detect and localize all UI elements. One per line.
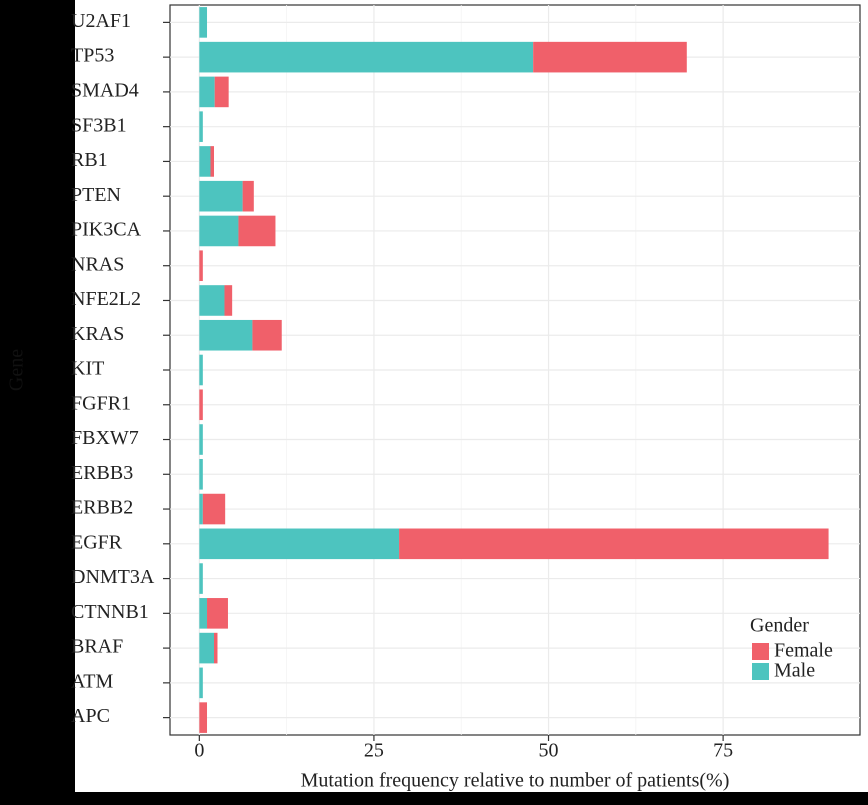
bar-segment (224, 285, 233, 316)
y-tick-label: NRAS (71, 253, 124, 275)
y-tick-label: ERBB3 (71, 462, 133, 484)
y-tick-label: TP53 (71, 45, 114, 67)
bar-segment (199, 389, 203, 421)
legend-title: Gender (750, 615, 809, 637)
bar-segment (199, 667, 203, 699)
bar-segment (199, 285, 225, 316)
y-tick-label: SF3B1 (71, 114, 127, 136)
y-tick-label: DNMT3A (71, 566, 155, 588)
legend-key (752, 663, 769, 680)
bar-segment (199, 76, 215, 108)
y-tick-label: U2AF1 (71, 10, 131, 32)
x-tick-label: 25 (364, 740, 384, 762)
left-strip (0, 0, 75, 805)
y-axis-title: Gene (6, 349, 28, 391)
x-tick-label: 75 (713, 740, 733, 762)
legend-label: Female (774, 640, 833, 662)
y-tick-label: SMAD4 (71, 79, 139, 101)
bar-segment (199, 7, 208, 38)
bar-segment (199, 215, 239, 247)
y-tick-label: PTEN (71, 184, 121, 206)
x-tick-label: 50 (539, 740, 559, 762)
bar-segment (213, 632, 218, 664)
y-tick-label: BRAF (71, 636, 123, 658)
x-tick-label: 0 (194, 740, 204, 762)
y-tick-label: APC (71, 705, 110, 727)
bar-segment (199, 458, 203, 490)
x-axis-title: Mutation frequency relative to number of… (301, 770, 730, 792)
bar-segment (199, 702, 208, 733)
bar-segment (199, 146, 211, 177)
bar-segment (533, 41, 687, 73)
bar-segment (199, 319, 253, 351)
bar-segment (207, 598, 228, 629)
bar-segment (199, 41, 534, 73)
bar-segment (199, 250, 203, 282)
y-tick-label: ATM (71, 670, 113, 692)
legend-key (752, 643, 769, 660)
bar-segment (399, 528, 829, 560)
bar-segment (214, 76, 229, 108)
y-tick-label: CTNNB1 (71, 601, 149, 623)
bar-segment (199, 598, 208, 629)
bar-segment (199, 632, 214, 664)
y-tick-label: FGFR1 (71, 392, 131, 414)
bar-segment (202, 493, 226, 525)
y-tick-label: EGFR (71, 531, 123, 553)
bar-segment (199, 493, 203, 525)
y-tick-label: RB1 (71, 149, 108, 171)
bar-segment (199, 111, 203, 142)
bar-segment (199, 424, 203, 455)
bar-segment (242, 180, 254, 212)
bar-segment (199, 354, 203, 386)
bar-segment (199, 563, 203, 594)
bar-segment (252, 319, 282, 351)
y-tick-label: FBXW7 (71, 427, 139, 449)
bar-segment (199, 180, 243, 212)
y-tick-label: KIT (71, 358, 104, 380)
y-tick-label: ERBB2 (71, 497, 133, 519)
y-tick-label: KRAS (71, 323, 124, 345)
bottom-strip (0, 792, 868, 805)
legend-label: Male (774, 660, 815, 682)
bar-segment (210, 146, 214, 177)
bar-segment (199, 528, 400, 560)
y-tick-label: PIK3CA (71, 219, 142, 241)
bar-segment (238, 215, 276, 247)
y-tick-label: NFE2L2 (71, 288, 141, 310)
